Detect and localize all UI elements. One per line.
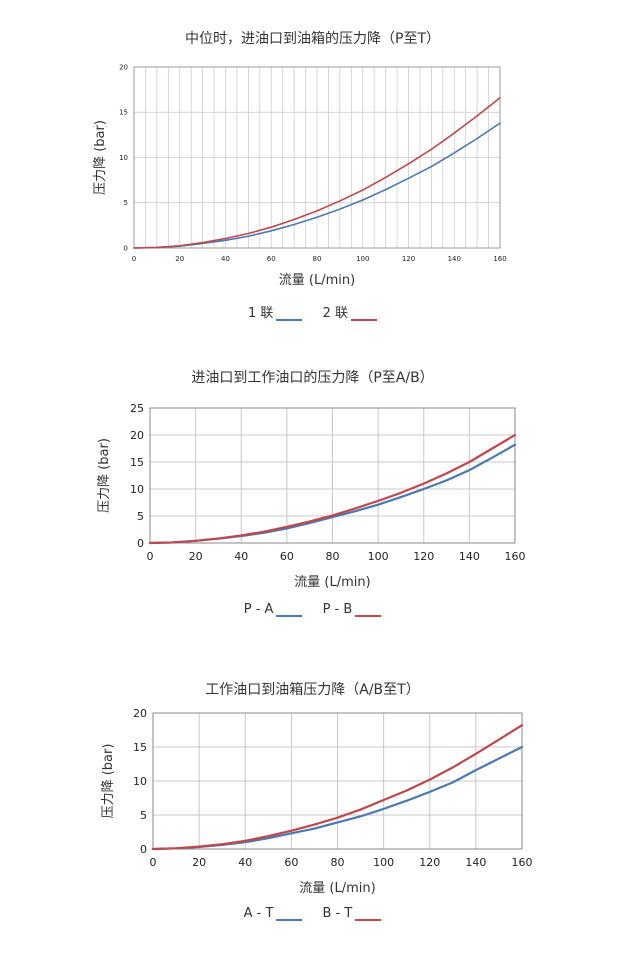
y-tick-label: 20 (130, 429, 144, 442)
x-tick-label: 160 (512, 856, 533, 869)
y-tick-label: 25 (130, 402, 144, 415)
legend-item: 2 联 (323, 302, 377, 321)
chart-2-title: 进油口到工作油口的压力降（P至A/B） (191, 370, 434, 386)
y-tick-label: 5 (124, 199, 128, 207)
chart-3-title: 工作油口到油箱压力降（A/B至T） (205, 682, 420, 698)
x-axis-title: 流量 (L/min) (299, 881, 375, 896)
legend-label: A - T (243, 906, 274, 921)
chart-1-title: 中位时，进油口到油箱的压力降（P至T） (185, 31, 440, 47)
x-tick-label: 0 (132, 255, 136, 263)
series-line-2 (151, 724, 524, 851)
y-tick-label: 0 (140, 843, 147, 856)
x-tick-label: 40 (221, 255, 230, 263)
legend-swatch (355, 919, 382, 921)
y-tick-label: 5 (137, 510, 144, 523)
legend-label: 1 联 (248, 306, 274, 321)
x-tick-label: 60 (280, 550, 294, 563)
x-tick-label: 80 (326, 550, 340, 563)
x-axis-title: 流量 (L/min) (279, 273, 355, 288)
chart-1-plot: 0 20 40 60 80 100 120 140 160 0 5 10 15 20 流量 (L/min) 压… (93, 63, 507, 288)
x-tick-label: 60 (267, 255, 276, 263)
x-tick-label: 120 (419, 856, 440, 869)
x-tick-label: 160 (493, 255, 506, 263)
x-axis-title: 流量 (L/min) (294, 575, 370, 590)
x-tick-label: 20 (192, 856, 206, 869)
legend-item: B - T (323, 906, 382, 921)
x-tick-label: 140 (459, 550, 480, 563)
x-tick-label: 100 (356, 255, 369, 263)
x-tick-label: 100 (373, 856, 394, 869)
x-tick-label: 80 (331, 856, 345, 869)
y-tick-label: 20 (119, 63, 128, 71)
x-tick-label: 140 (465, 856, 486, 869)
legend-swatch (276, 319, 303, 321)
gridlines (149, 407, 516, 544)
chart-3: 工作油口到油箱压力降（A/B至T） 0 20 40 60 80 100 120 140 160 0… (0, 650, 625, 966)
legend-label: B - T (322, 906, 353, 921)
x-tick-label: 160 (505, 550, 526, 563)
gridlines (152, 712, 523, 850)
x-tick-label: 40 (238, 856, 252, 869)
chart-3-plot: 0 20 40 60 80 100 120 140 160 0 5 10 15 20 流量 (L/min) 压… (101, 707, 533, 896)
legend-item: P - A (244, 602, 303, 617)
chart-1: 中位时，进油口到油箱的压力降（P至T） 0 20 40 60 80 100 120 140 16… (0, 0, 625, 330)
x-tick-label: 120 (413, 550, 434, 563)
chart-3-legend: A - T B - T (0, 906, 625, 921)
x-tick-label: 60 (284, 856, 298, 869)
y-tick-label: 10 (133, 775, 147, 788)
x-tick-label: 40 (234, 550, 248, 563)
x-tick-label: 140 (448, 255, 461, 263)
legend-label: P - B (322, 602, 353, 617)
y-tick-label: 0 (124, 244, 128, 252)
y-tick-label: 0 (137, 537, 144, 550)
x-tick-label: 20 (189, 550, 203, 563)
y-tick-label: 10 (119, 154, 128, 162)
x-tick-label: 120 (402, 255, 415, 263)
x-tick-label: 0 (147, 550, 154, 563)
y-tick-label: 5 (140, 809, 147, 822)
chart-2-legend: P - A P - B (0, 602, 625, 617)
y-tick-label: 20 (133, 707, 147, 720)
y-tick-label: 15 (133, 741, 147, 754)
legend-label: P - A (243, 602, 274, 617)
chart-1-legend: 1 联 2 联 (0, 302, 625, 321)
x-tick-label: 80 (313, 255, 322, 263)
legend-swatch (276, 919, 303, 921)
legend-swatch (276, 615, 303, 617)
plot-border (133, 66, 501, 249)
series-line-2 (148, 433, 517, 545)
legend-item: A - T (244, 906, 303, 921)
y-tick-label: 10 (130, 483, 144, 496)
y-axis-title: 压力降 (bar) (93, 120, 108, 195)
legend-swatch (350, 319, 377, 321)
y-tick-label: 15 (119, 109, 128, 117)
legend-item: P - B (323, 602, 382, 617)
series-line-2 (133, 96, 501, 249)
y-axis-title: 压力降 (bar) (97, 438, 112, 513)
legend-swatch (355, 615, 382, 617)
legend-label: 2 联 (322, 306, 348, 321)
x-tick-label: 0 (150, 856, 157, 869)
y-axis-title: 压力降 (bar) (101, 744, 116, 819)
chart-2: 进油口到工作油口的压力降（P至A/B） 0 20 40 60 80 100 120 140 16… (0, 340, 625, 640)
x-tick-label: 20 (175, 255, 184, 263)
chart-2-plot: 0 20 40 60 80 100 120 140 160 0 5 10 15 20 25 流量 (L/min… (97, 402, 526, 590)
plot-border (149, 407, 516, 544)
y-tick-label: 15 (130, 456, 144, 469)
x-tick-label: 100 (368, 550, 389, 563)
legend-item: 1 联 (248, 302, 303, 321)
plot-border (152, 712, 523, 850)
